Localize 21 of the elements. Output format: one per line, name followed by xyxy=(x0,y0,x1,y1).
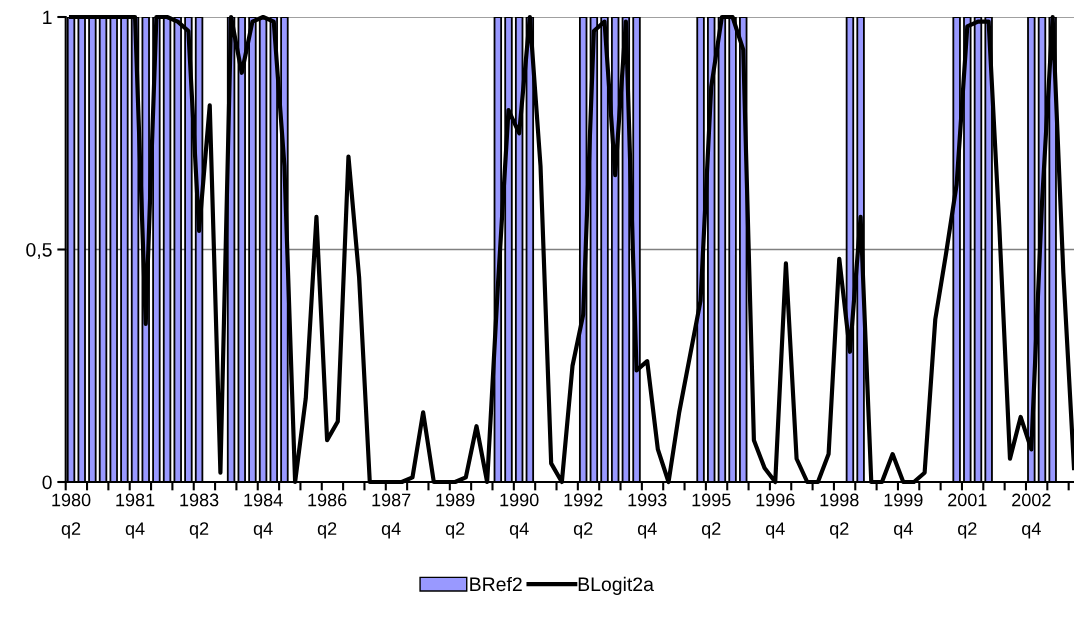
x-tick-label: 1983 q2 xyxy=(180,493,219,539)
x-tick-label: 1984 q4 xyxy=(244,493,283,539)
legend-label: BLogit2a xyxy=(578,576,654,595)
x-tick-label: 2002 q4 xyxy=(1012,493,1051,539)
y-tick-label: 0 xyxy=(42,475,52,490)
y-tick-label: 1 xyxy=(43,10,52,25)
x-tick-label: 2001 q2 xyxy=(948,493,987,539)
x-tick-label: 1981 q4 xyxy=(116,493,155,539)
x-tick-label: 1992 q2 xyxy=(564,493,603,539)
x-tick-label: 1987 q4 xyxy=(372,493,411,539)
y-tick-label: 0,5 xyxy=(26,242,52,260)
x-tick-label: 1995 q2 xyxy=(692,493,731,539)
x-tick-label: 1986 q2 xyxy=(308,493,347,539)
x-tick-label: 1990 q4 xyxy=(500,493,539,539)
x-tick-label: 1980 q2 xyxy=(52,493,91,539)
x-tick-label: 1996 q4 xyxy=(756,493,795,539)
x-tick-label: 1998 q2 xyxy=(820,493,859,539)
x-tick-label: 1999 q4 xyxy=(884,493,923,539)
x-tick-label: 1989 q2 xyxy=(436,493,475,539)
legend-label: BRef2 xyxy=(470,576,522,592)
x-tick-label: 1993 q4 xyxy=(628,493,667,539)
